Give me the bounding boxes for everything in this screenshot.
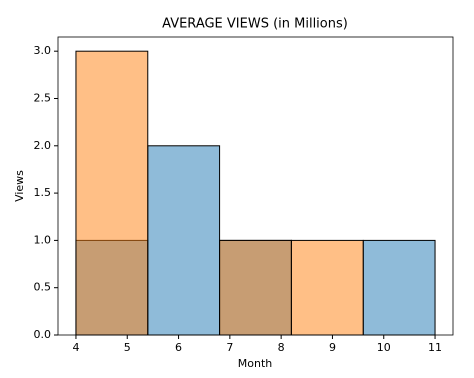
y-tick-label: 1.5 (34, 186, 52, 199)
y-axis-label: Views (13, 170, 26, 202)
bar (147, 145, 221, 336)
y-tick-label: 0.0 (34, 328, 52, 341)
y-tick-label: 2.5 (34, 91, 52, 104)
bar (362, 239, 436, 336)
bar (219, 239, 292, 336)
y-tick-label: 3.0 (34, 44, 52, 57)
x-tick-label: 5 (124, 341, 131, 354)
x-tick-label: 9 (329, 341, 336, 354)
chart-title: AVERAGE VIEWS (in Millions) (162, 17, 348, 32)
x-axis-label: Month (238, 357, 273, 370)
x-tick-label: 4 (72, 341, 79, 354)
plot-frame (57, 36, 454, 336)
y-tick-label: 1.0 (34, 233, 52, 246)
x-tick-label: 11 (428, 341, 442, 354)
bar (75, 50, 149, 336)
y-tick-label: 2.0 (34, 139, 52, 152)
x-tick-label: 8 (278, 341, 285, 354)
y-tick-label: 0.5 (34, 281, 52, 294)
bar (290, 239, 364, 336)
x-tick-label: 10 (377, 341, 391, 354)
x-tick-label: 7 (226, 341, 233, 354)
x-tick-label: 6 (175, 341, 182, 354)
